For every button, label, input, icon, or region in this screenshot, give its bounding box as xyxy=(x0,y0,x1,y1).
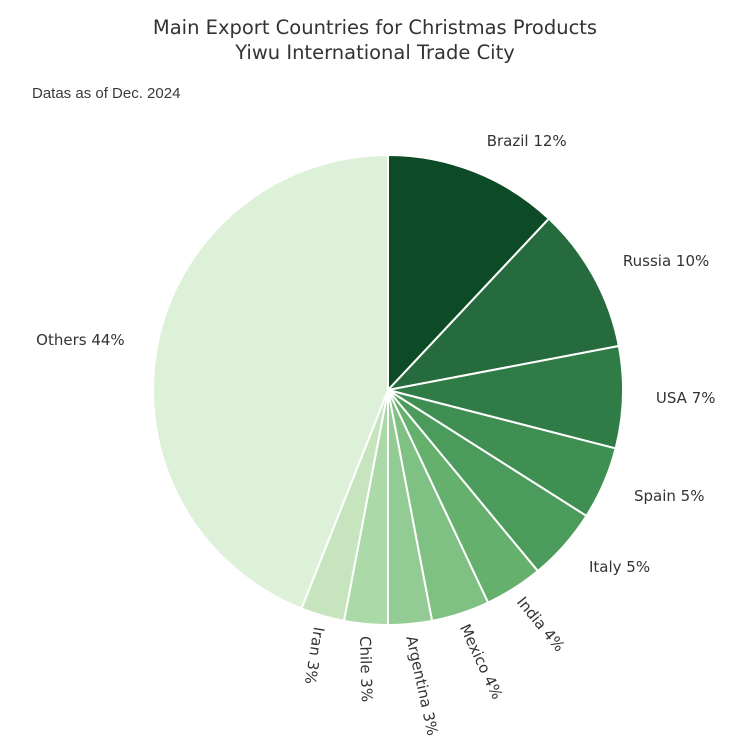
slice-label-russia: Russia 10% xyxy=(622,251,710,270)
slice-label-usa: USA 7% xyxy=(655,389,716,408)
slice-label-spain: Spain 5% xyxy=(634,487,705,506)
chart-title: Main Export Countries for Christmas Prod… xyxy=(0,15,750,65)
slice-label-others: Others 44% xyxy=(36,330,125,349)
slice-label-italy: Italy 5% xyxy=(589,558,651,577)
pie-slice-usa xyxy=(387,344,624,450)
chart-subtitle: Datas as of Dec. 2024 xyxy=(32,85,181,102)
pie-slice-others xyxy=(151,154,389,610)
chart-title-line1: Main Export Countries for Christmas Prod… xyxy=(152,16,598,39)
pie-slice-russia xyxy=(387,217,620,391)
chart-title-line2: Yiwu International Trade City xyxy=(235,41,515,64)
slice-label-brazil: Brazil 12% xyxy=(486,131,567,150)
slice-label-chile: Chile 3% xyxy=(355,635,376,703)
pie-slice-brazil xyxy=(387,154,550,391)
